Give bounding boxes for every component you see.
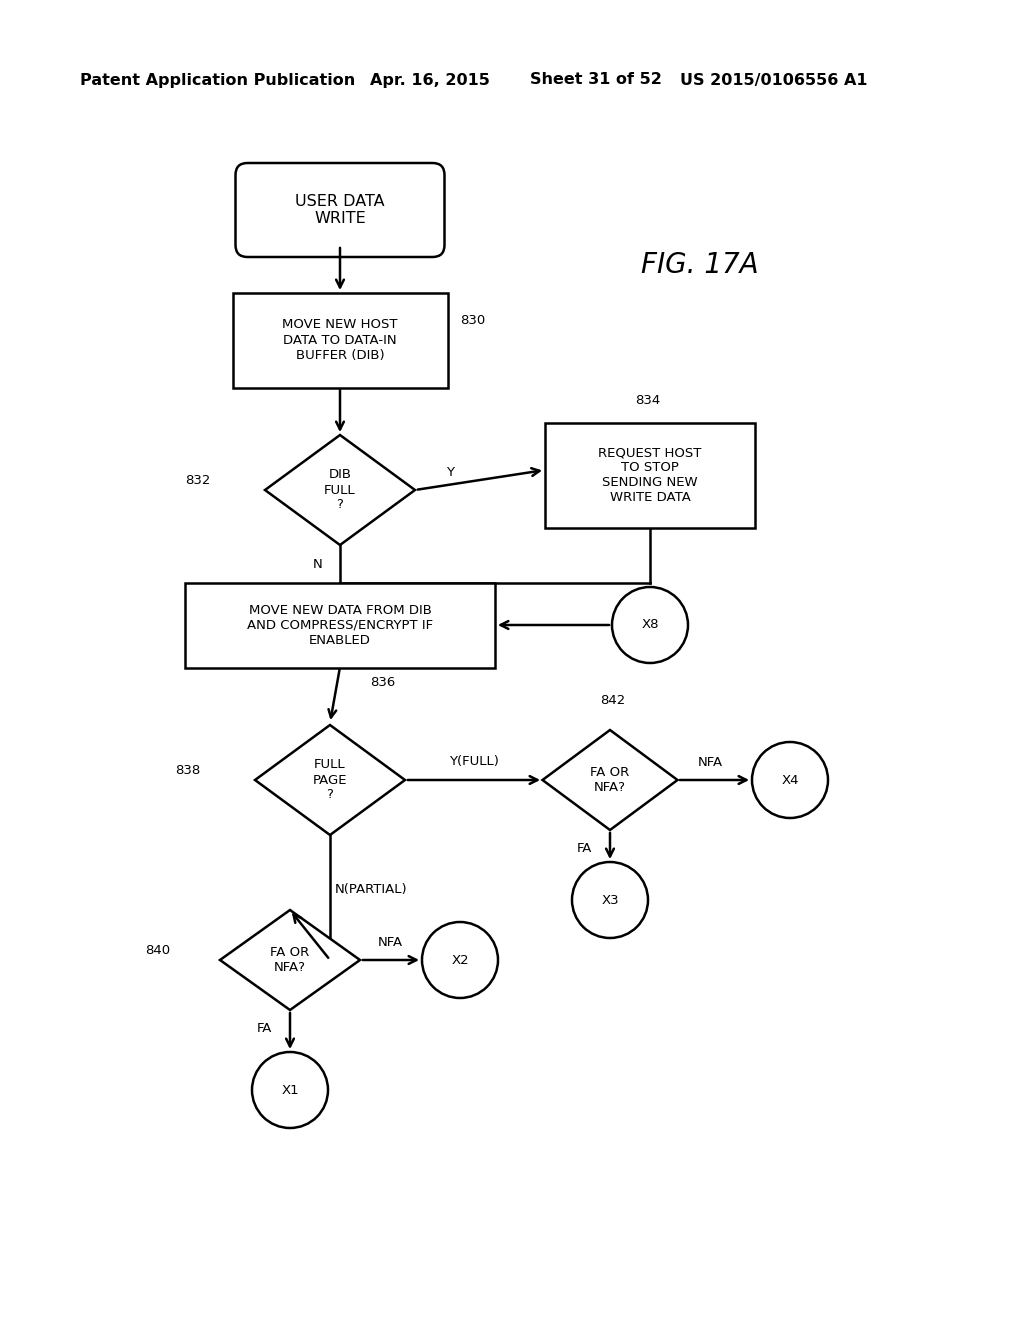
Text: X3: X3 [601, 894, 618, 907]
Text: FA: FA [257, 1022, 272, 1035]
Bar [232, 293, 447, 388]
Text: 832: 832 [184, 474, 210, 487]
Circle shape [752, 742, 828, 818]
Circle shape [422, 921, 498, 998]
Text: USER DATA
WRITE: USER DATA WRITE [295, 194, 385, 226]
Text: FIG. 17A: FIG. 17A [641, 251, 759, 279]
Circle shape [612, 587, 688, 663]
Text: N(PARTIAL): N(PARTIAL) [335, 883, 408, 896]
FancyBboxPatch shape [236, 162, 444, 257]
Text: MOVE NEW HOST
DATA TO DATA-IN
BUFFER (DIB): MOVE NEW HOST DATA TO DATA-IN BUFFER (DI… [283, 318, 397, 362]
Text: FA OR
NFA?: FA OR NFA? [270, 946, 309, 974]
Text: MOVE NEW DATA FROM DIB
AND COMPRESS/ENCRYPT IF
ENABLED: MOVE NEW DATA FROM DIB AND COMPRESS/ENCR… [247, 603, 433, 647]
Text: 842: 842 [600, 693, 626, 706]
Text: Y: Y [446, 466, 454, 479]
Polygon shape [255, 725, 406, 836]
Text: N: N [312, 558, 322, 572]
Polygon shape [265, 436, 415, 545]
Polygon shape [543, 730, 678, 830]
Text: NFA: NFA [697, 755, 723, 768]
Circle shape [252, 1052, 328, 1129]
Polygon shape [220, 909, 360, 1010]
Text: Sheet 31 of 52: Sheet 31 of 52 [530, 73, 662, 87]
Bar [545, 422, 755, 528]
Text: X4: X4 [781, 774, 799, 787]
Text: 840: 840 [144, 944, 170, 957]
Text: US 2015/0106556 A1: US 2015/0106556 A1 [680, 73, 867, 87]
Text: X2: X2 [452, 953, 469, 966]
Text: Y(FULL): Y(FULL) [450, 755, 499, 768]
Text: FA OR
NFA?: FA OR NFA? [591, 766, 630, 795]
Circle shape [572, 862, 648, 939]
Text: DIB
FULL
?: DIB FULL ? [325, 469, 355, 511]
Text: REQUEST HOST
TO STOP
SENDING NEW
WRITE DATA: REQUEST HOST TO STOP SENDING NEW WRITE D… [598, 446, 701, 504]
Text: X8: X8 [641, 619, 658, 631]
Text: Apr. 16, 2015: Apr. 16, 2015 [370, 73, 489, 87]
Text: Patent Application Publication: Patent Application Publication [80, 73, 355, 87]
Text: 834: 834 [635, 393, 660, 407]
Text: FULL
PAGE
?: FULL PAGE ? [312, 759, 347, 801]
Text: X1: X1 [282, 1084, 299, 1097]
Text: 836: 836 [370, 676, 395, 689]
Bar [185, 582, 495, 668]
Text: FA: FA [577, 842, 592, 854]
Text: 838: 838 [175, 763, 200, 776]
Text: 830: 830 [460, 314, 485, 326]
Text: NFA: NFA [378, 936, 402, 949]
